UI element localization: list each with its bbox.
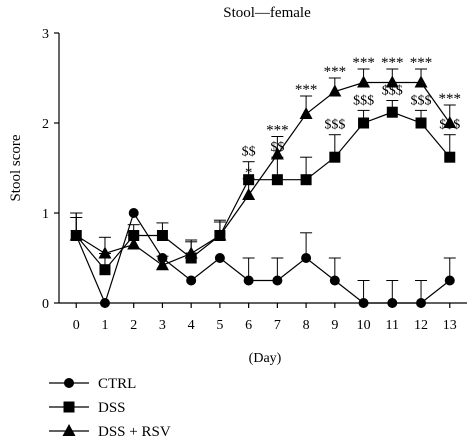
x-tick-label: 10 — [357, 318, 371, 333]
data-point — [329, 275, 340, 286]
data-point — [99, 264, 111, 276]
significance-star: * — [245, 165, 253, 181]
significance-dollar: $$ — [270, 140, 284, 155]
y-tick-label: 0 — [42, 297, 49, 312]
significance-dollar: $$$ — [411, 93, 432, 108]
legend-marker — [64, 378, 74, 388]
data-point — [98, 246, 112, 259]
data-point — [242, 188, 256, 200]
significance-star: *** — [439, 91, 462, 107]
data-point — [386, 106, 398, 118]
data-point — [415, 117, 427, 129]
legend-entry: DSS + RSV — [49, 424, 171, 440]
x-tick-label: 6 — [245, 318, 252, 333]
significance-dollar: $$$ — [439, 118, 460, 133]
data-point — [358, 298, 369, 308]
data-point — [414, 75, 428, 88]
data-point — [444, 275, 455, 286]
legend-label: DSS — [98, 400, 126, 416]
data-point — [243, 275, 254, 286]
data-point — [328, 84, 342, 97]
significance-dollar: $$$ — [382, 84, 403, 99]
data-point — [416, 298, 427, 308]
data-point — [213, 228, 227, 241]
data-point — [272, 275, 283, 286]
significance-star: *** — [381, 55, 404, 71]
significance-star: *** — [266, 123, 289, 139]
significance-star: *** — [352, 55, 375, 71]
series-ctrl — [70, 208, 456, 308]
x-tick-label: 3 — [159, 318, 166, 333]
x-tick-label: 5 — [216, 318, 223, 333]
x-tick-label: 2 — [130, 318, 137, 333]
data-point — [357, 75, 371, 88]
legend-label: CTRL — [98, 376, 136, 392]
data-point — [299, 107, 313, 119]
x-tick-label: 0 — [73, 318, 80, 333]
x-tick-label: 13 — [443, 318, 457, 333]
data-point — [155, 258, 169, 271]
y-tick-label: 3 — [42, 27, 49, 42]
series-line — [75, 211, 451, 305]
x-tick-label: 12 — [414, 318, 428, 333]
legend: CTRL DSS DSS + RSV — [49, 376, 171, 440]
significance-star: *** — [324, 64, 347, 80]
x-tick-label: 1 — [101, 318, 108, 333]
legend-marker — [62, 424, 76, 436]
significance-dollar: $$ — [242, 145, 256, 160]
data-point — [128, 208, 139, 218]
significance-dollar: $$$ — [353, 93, 374, 108]
significance-dollar: $$$ — [324, 118, 345, 133]
data-point — [300, 174, 312, 186]
data-point — [387, 298, 398, 308]
data-point — [214, 253, 225, 263]
series-dss-rsv — [69, 68, 457, 271]
data-point — [184, 246, 198, 259]
data-point — [385, 75, 399, 88]
data-point — [301, 253, 312, 263]
chart-title: Stool—female — [223, 5, 311, 21]
x-tick-label: 4 — [188, 318, 195, 333]
legend-entry: DSS — [49, 400, 126, 416]
data-point — [69, 228, 83, 241]
legend-entry: CTRL — [49, 376, 136, 392]
data-point — [186, 275, 197, 286]
data-point — [271, 174, 283, 186]
y-tick-label: 2 — [42, 117, 49, 132]
data-point — [156, 230, 168, 241]
data-point — [329, 151, 341, 163]
data-point — [444, 151, 456, 163]
data-point — [127, 237, 141, 250]
plot-area: $$ $$$$$$$$$$$$$$$$$************* *** *****… — [69, 55, 462, 308]
data-point — [270, 147, 284, 160]
x-tick-label: 8 — [303, 318, 310, 333]
x-tick-label: 7 — [274, 318, 281, 333]
data-point — [443, 116, 457, 128]
data-point — [99, 298, 110, 308]
legend-marker — [63, 401, 75, 413]
y-axis-label: Stool score — [8, 134, 24, 201]
y-tick-label: 1 — [42, 207, 49, 222]
significance-star: *** — [295, 82, 318, 98]
x-tick-label: 11 — [386, 318, 399, 333]
x-tick-label: 9 — [331, 318, 338, 333]
data-point — [358, 117, 370, 129]
significance-star: *** — [410, 55, 433, 71]
legend-label: DSS + RSV — [98, 424, 171, 440]
x-axis-label: (Day) — [249, 351, 282, 366]
